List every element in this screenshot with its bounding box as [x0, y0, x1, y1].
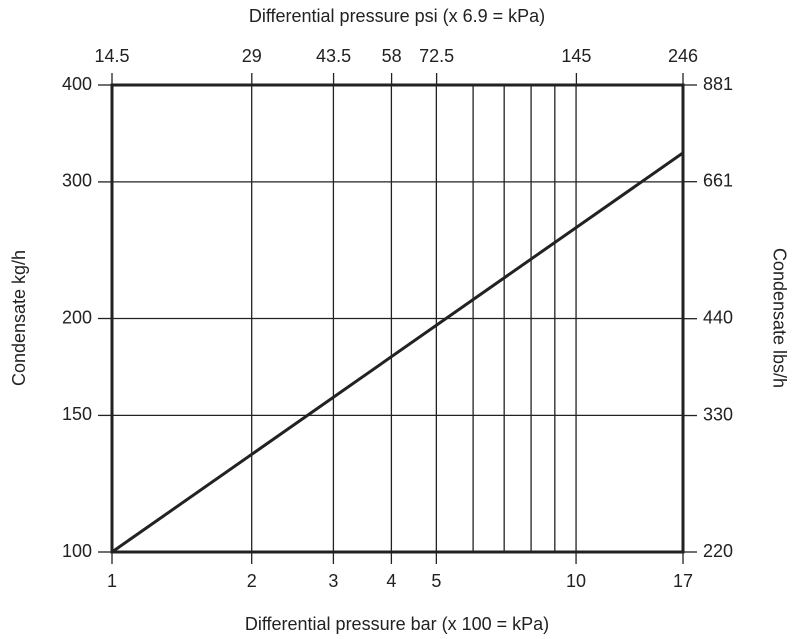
y-tick-label: 100	[62, 541, 92, 561]
y2-tick-label: 881	[703, 74, 733, 94]
y-tick-label: 400	[62, 74, 92, 94]
y-tick-label: 200	[62, 307, 92, 327]
y2-tick-label: 220	[703, 541, 733, 561]
x-tick-label: 4	[386, 571, 396, 591]
y2-axis-title: Condensate lbs/h	[769, 248, 789, 388]
data-line	[111, 151, 684, 554]
x-tick-label: 1	[107, 571, 117, 591]
x2-tick-label: 58	[382, 46, 402, 66]
y2-tick-label: 440	[703, 307, 733, 327]
y2-tick-label: 330	[703, 404, 733, 424]
y2-tick-label: 661	[703, 170, 733, 190]
x2-tick-label: 29	[242, 46, 262, 66]
x-axis-title: Differential pressure bar (x 100 = kPa)	[245, 614, 549, 634]
x2-axis-title: Differential pressure psi (x 6.9 = kPa)	[249, 6, 545, 26]
plot-frame	[110, 83, 685, 554]
y-tick-label: 300	[62, 171, 92, 191]
x-tick-label: 3	[328, 571, 338, 591]
x-tick-label: 17	[673, 571, 693, 591]
y-tick-label: 150	[62, 404, 92, 424]
x2-tick-label: 14.5	[94, 46, 129, 66]
y-axis-title: Condensate kg/h	[9, 250, 29, 386]
x2-tick-label: 72.5	[419, 46, 454, 66]
x-tick-label: 10	[566, 571, 586, 591]
x2-tick-label: 246	[668, 46, 698, 66]
x-tick-label: 2	[247, 571, 257, 591]
x2-tick-label: 43.5	[316, 46, 351, 66]
x-tick-label: 5	[431, 571, 441, 591]
x2-tick-label: 145	[561, 46, 591, 66]
